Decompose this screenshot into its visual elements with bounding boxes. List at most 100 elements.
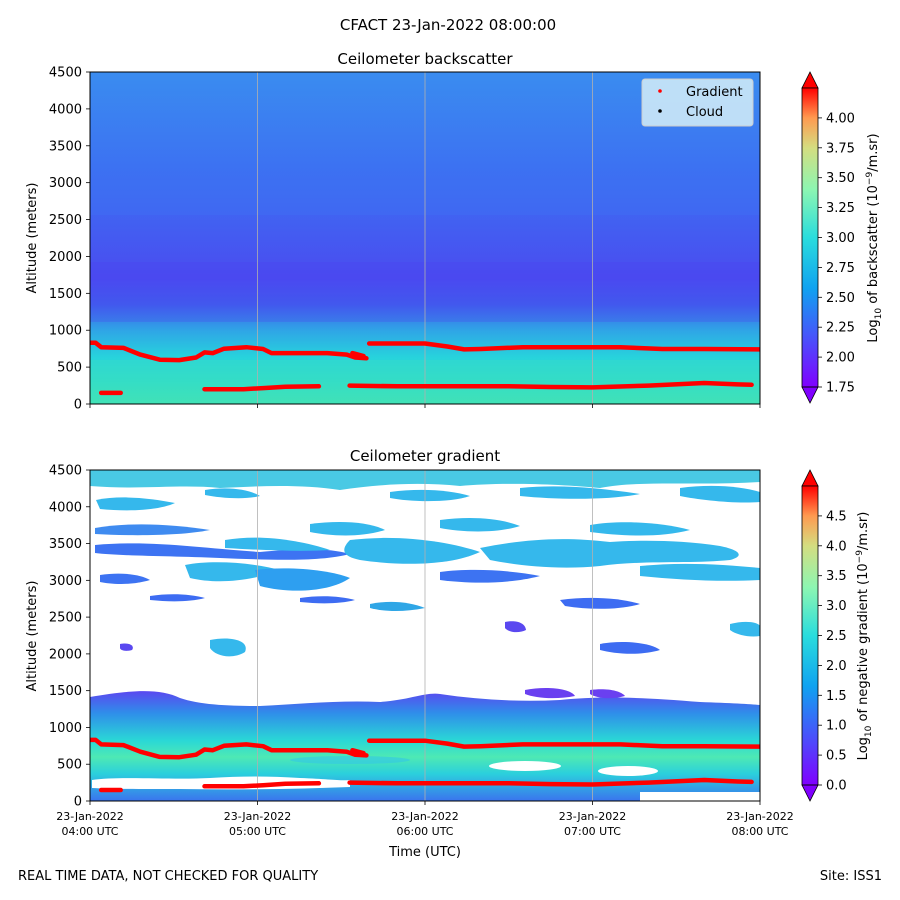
y-tick-label: 3500 [49,537,82,552]
x-tick-label-time: 04:00 UTC [61,825,118,838]
y-tick-label: 4000 [49,500,82,515]
backscatter-gradient-layers [90,340,760,396]
colorbar-tick-label: 1.5 [826,689,847,704]
y-tick-label: 4000 [49,102,82,117]
site-label: Site: ISS1 [819,869,882,884]
y-tick-label: 4500 [49,66,82,81]
gradient-colorbar-label: Log10 of negative gradient (10−9/m.sr) [855,512,874,761]
colorbar-tick-label: 3.25 [826,201,855,216]
y-tick-label: 3500 [49,139,82,154]
backscatter-x-axis [89,404,761,408]
colorbar-tick-label: 3.50 [826,171,855,186]
gradient-heatmap-gap [92,776,350,790]
gradient-layer-upper [90,737,369,760]
y-tick-label: 1000 [49,721,82,736]
y-tick-label: 1000 [49,324,82,339]
gradient-layer-upper [90,340,369,363]
gradient-layer-lower [347,380,754,390]
gradient-layer-upper [366,341,760,352]
colorbar-tick-label: 3.75 [826,141,855,156]
gradient-x-axis: 23-Jan-2022 04:00 UTC 23-Jan-2022 05:00 UTC… [56,801,794,838]
colorbar-tick-label: 1.75 [826,381,855,396]
x-tick-label-date: 23-Jan-2022 [391,810,459,823]
gradient-colorbar: 0.0 0.5 1.0 1.5 2.0 2.5 3.0 3.5 4.0 4.5 Log10 of … [801,469,874,802]
gradient-xlabel: Time (UTC) [388,845,461,860]
y-tick-label: 1500 [49,287,82,302]
backscatter-panel: Ceilometer backscatter 0 500 1000 1500 2000 2… [25,50,884,413]
x-tick-label-date: 23-Jan-2022 [559,810,627,823]
gradient-heatmap-patch [290,756,410,764]
backscatter-title: Ceilometer backscatter [337,50,513,68]
x-tick-label-time: 07:00 UTC [564,825,621,838]
y-tick-label: 0 [74,795,82,810]
colorbar-tick-label: 4.0 [826,539,847,554]
colorbar-tick-label: 1.0 [826,719,847,734]
colorbar-tick-label: 4.5 [826,509,847,524]
gradient-heatmap-gap [598,766,658,776]
colorbar-extend-min [801,784,819,802]
y-tick-label: 500 [57,758,82,773]
colorbar-tick-label: 2.50 [826,291,855,306]
x-tick-label-time: 06:00 UTC [396,825,453,838]
backscatter-ylabel: Altitude (meters) [25,183,40,294]
gradient-heatmap-gap [489,761,561,771]
x-tick-label-date: 23-Jan-2022 [224,810,292,823]
gradient-y-axis: 0 500 1000 1500 2000 2500 3000 3500 4000 4500 [49,464,90,810]
legend-box [641,78,754,127]
y-tick-label: 0 [74,398,82,413]
backscatter-colorbar: 1.75 2.00 2.25 2.50 2.75 3.00 3.25 3.50 3.75 4.00… [801,71,884,404]
colorbar-tick-label: 2.00 [826,351,855,366]
colorbar-tick-label: 3.0 [826,599,847,614]
legend-marker-gradient [658,89,662,93]
legend: Gradient Cloud [641,78,754,127]
quality-disclaimer: REAL TIME DATA, NOT CHECKED FOR QUALITY [18,869,319,884]
x-tick-label-date: 23-Jan-2022 [56,810,124,823]
colorbar-tick-label: 3.00 [826,231,855,246]
colorbar-gradient [802,88,818,387]
colorbar-tick-label: 0.5 [826,749,847,764]
gradient-layer-lower [202,384,322,392]
figure-title: CFACT 23-Jan-2022 08:00:00 [340,16,556,34]
gradient-title: Ceilometer gradient [350,447,500,465]
colorbar-extend-max [801,469,819,487]
colorbar-ticks: 0.0 0.5 1.0 1.5 2.0 2.5 3.0 3.5 4.0 4.5 [818,509,847,794]
colorbar-extend-max [801,71,819,89]
colorbar-tick-label: 3.5 [826,569,847,584]
gradient-panel: Ceilometer gradient [25,447,874,860]
x-tick-label-time: 05:00 UTC [229,825,286,838]
y-tick-label: 3000 [49,176,82,191]
colorbar-tick-label: 4.00 [826,111,855,126]
gradient-layer-upper [366,738,760,749]
legend-marker-cloud [658,109,662,113]
colorbar-tick-label: 2.75 [826,261,855,276]
colorbar-tick-label: 2.25 [826,321,855,336]
y-tick-label: 2500 [49,611,82,626]
colorbar-extend-min [801,386,819,404]
gradient-layer-upper [350,747,366,756]
y-tick-label: 500 [57,361,82,376]
colorbar-tick-label: 2.5 [826,629,847,644]
legend-label-gradient: Gradient [686,85,743,100]
colorbar-ticks: 1.75 2.00 2.25 2.50 2.75 3.00 3.25 3.50 3.75 4.00 [818,111,855,396]
legend-label-cloud: Cloud [686,105,723,120]
colorbar-tick-label: 2.0 [826,659,847,674]
y-tick-label: 3000 [49,574,82,589]
x-tick-label-date: 23-Jan-2022 [726,810,794,823]
gradient-layer-lower [347,777,754,787]
y-tick-label: 4500 [49,464,82,479]
backscatter-y-axis: 0 500 1000 1500 2000 2500 3000 3500 4000 4500 [49,66,90,413]
y-tick-label: 2500 [49,213,82,228]
gradient-gradient-layers [90,737,760,793]
gradient-ylabel: Altitude (meters) [25,581,40,692]
colorbar-gradient [802,486,818,785]
gradient-layer-lower [202,781,322,789]
gradient-layer-upper [350,350,366,359]
gradient-heatmap-gap [640,792,760,801]
backscatter-colorbar-label: Log10 of backscatter (10−9/m.sr) [865,133,884,342]
y-tick-label: 2000 [49,250,82,265]
colorbar-tick-label: 0.0 [826,779,847,794]
y-tick-label: 2000 [49,647,82,662]
x-tick-label-time: 08:00 UTC [731,825,788,838]
y-tick-label: 1500 [49,684,82,699]
